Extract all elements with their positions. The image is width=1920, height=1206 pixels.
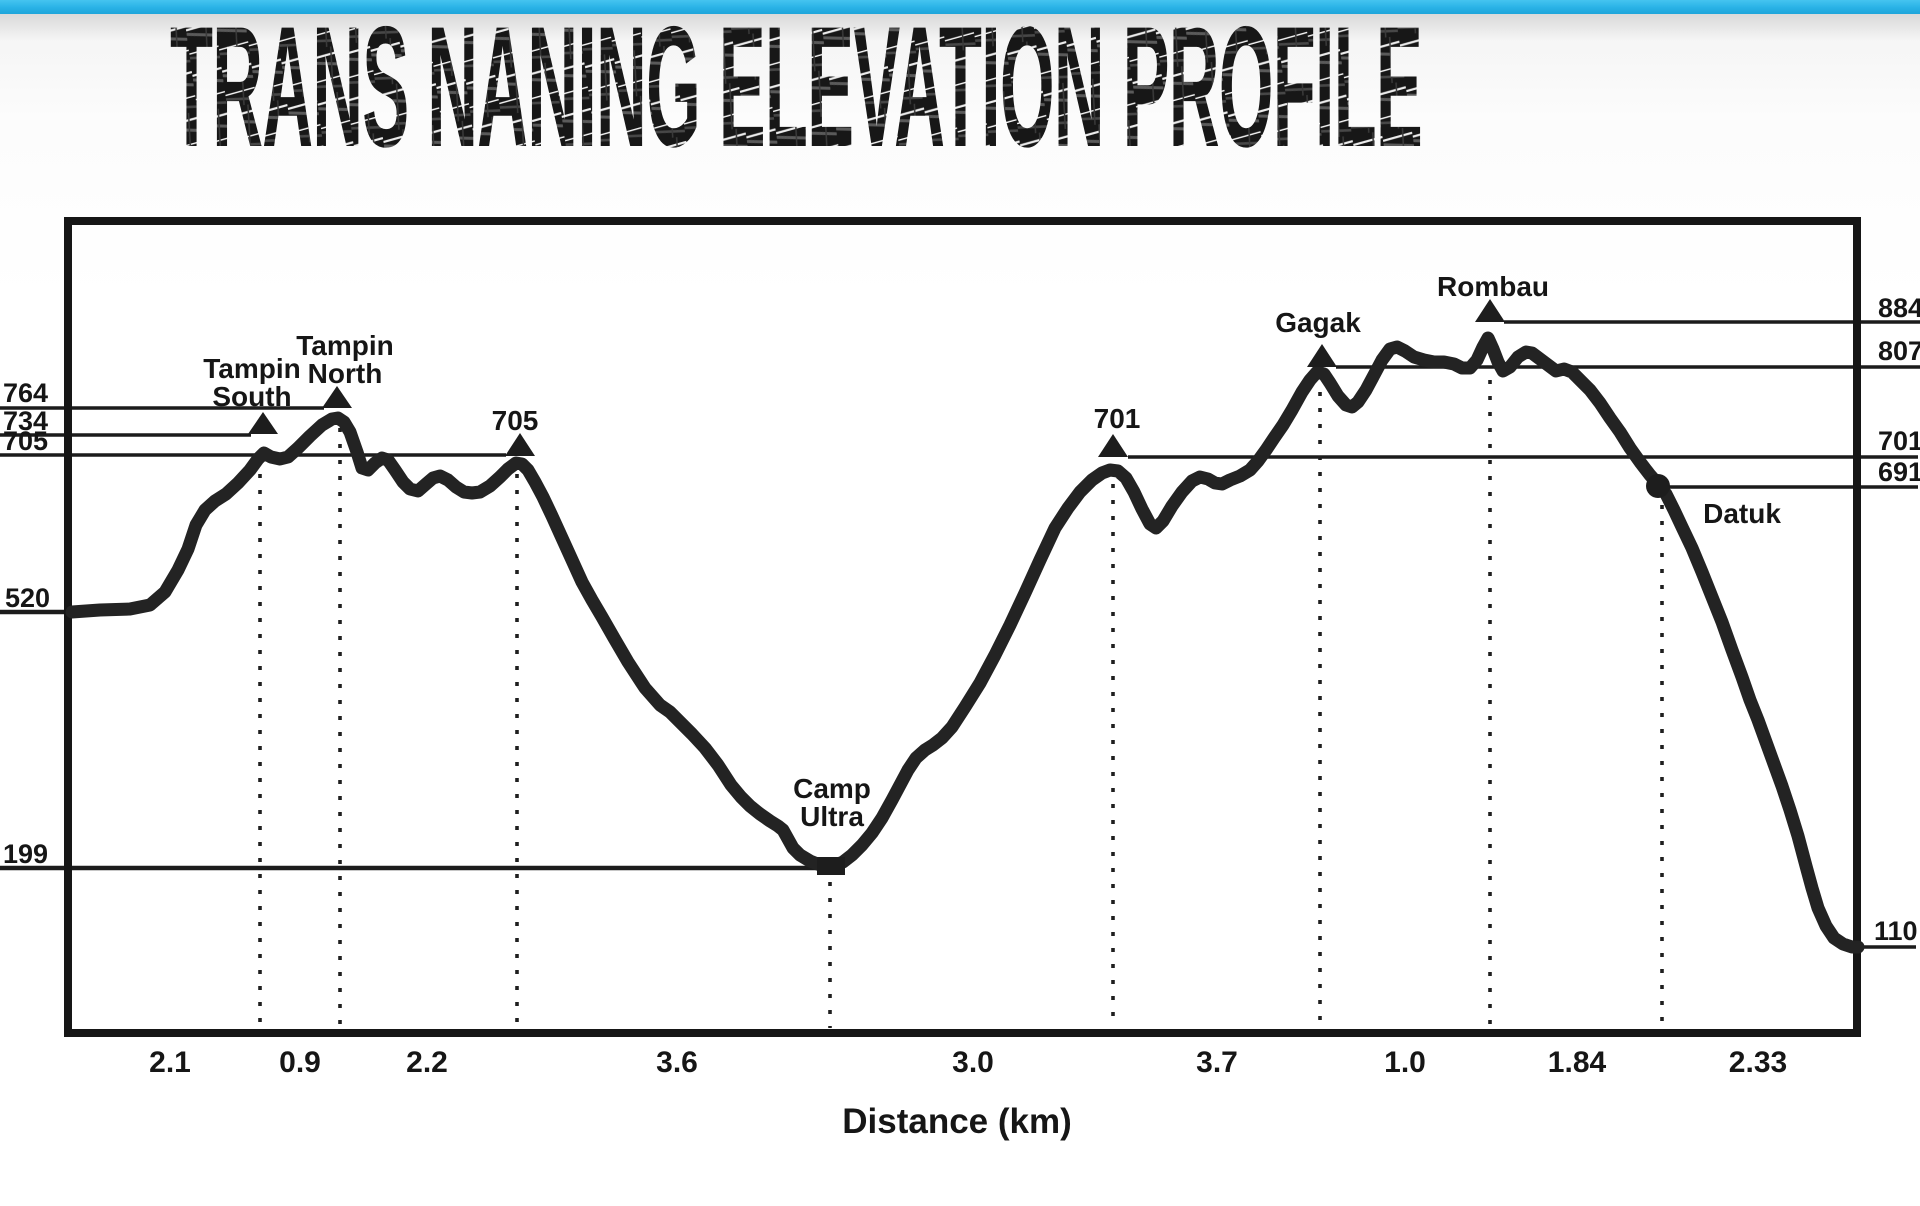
marker-square-camp-ultra [817,857,845,875]
left-label-734: 734 [3,406,48,436]
peak-label-tampin-north-line1: Tampin [296,330,393,361]
marker-triangle-tampin-south [248,412,278,434]
peak-label-705: 705 [492,405,539,436]
right-label-110: 110 [1874,916,1918,946]
left-label-520: 520 [5,583,50,613]
segment-label-5: 3.0 [952,1046,994,1079]
left-elevation-labels: 764 734 705 520 199 [3,378,50,869]
x-axis-title: Distance (km) [842,1102,1072,1141]
marker-triangle-gagak [1307,344,1337,367]
peak-label-tampin-north-line2: North [308,358,383,389]
peak-label-gagak: Gagak [1275,307,1361,338]
header-shade [0,14,1920,62]
right-label-807: 807 [1878,336,1920,366]
marker-triangle-tampin-north [322,386,352,408]
marker-circle-datuk [1646,474,1670,498]
leader-lines-left [0,406,822,871]
segment-label-3: 2.2 [406,1046,448,1079]
right-elevation-labels: 884 807 701 691 110 [1874,293,1920,946]
right-label-691: 691 [1878,457,1920,487]
peak-label-tampin-south-line2: South [212,381,291,412]
peak-label-camp-ultra-line1: Camp [793,773,871,804]
segment-label-6: 3.7 [1196,1046,1238,1079]
peak-label-datuk: Datuk [1703,498,1781,529]
segment-label-7: 1.0 [1384,1046,1426,1079]
segment-label-4: 3.6 [656,1046,698,1079]
right-label-701: 701 [1878,426,1920,456]
peak-markers [248,299,1670,875]
left-label-705: 705 [3,426,48,456]
left-label-199: 199 [3,839,48,869]
plot-frame [64,217,1861,1037]
peak-label-rombau: Rombau [1437,271,1549,302]
segment-label-8: 1.84 [1548,1046,1607,1079]
peak-label-tampin-south-line1: Tampin [203,353,300,384]
segment-label-2: 0.9 [279,1046,321,1079]
marker-triangle-705 [505,433,535,456]
peak-label-camp-ultra-line2: Ultra [800,801,864,832]
peak-label-701: 701 [1094,403,1141,434]
chart-title: TRANS NANING ELEVATION PROFILE [170,0,1422,183]
left-label-764: 764 [3,378,48,408]
segment-distance-labels: 2.1 0.9 2.2 3.6 3.0 3.7 1.0 1.84 2.33 [149,1046,1787,1079]
segment-label-9: 2.33 [1729,1046,1787,1079]
marker-triangle-701 [1098,434,1128,457]
top-accent-bar [0,0,1920,14]
drop-lines [258,380,1664,1028]
marker-triangle-rombau [1475,299,1505,322]
segment-label-1: 2.1 [149,1046,191,1079]
peak-name-labels: Tampin South Tampin North 705 Camp Ultra… [203,271,1781,832]
profile-curve [65,331,1865,954]
right-label-884: 884 [1878,293,1920,323]
